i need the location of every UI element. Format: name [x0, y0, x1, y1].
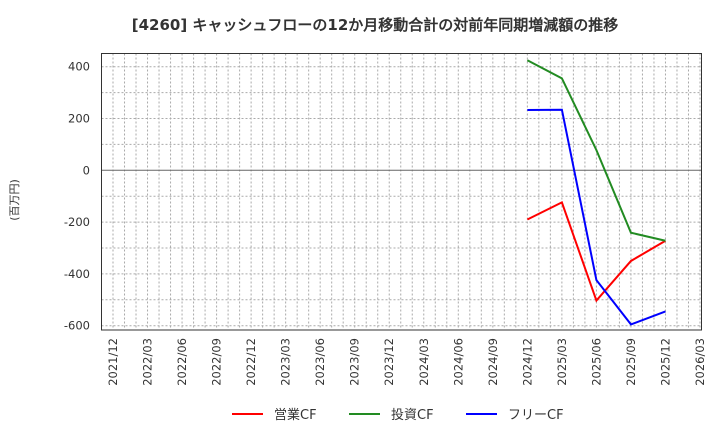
x-tick-label: 2024/09	[486, 338, 500, 386]
x-tick-label: 2025/09	[624, 338, 638, 386]
data-series	[526, 59, 666, 326]
x-tick-label: 2024/12	[520, 338, 534, 386]
legend: 営業CF 投資CF フリーCF	[232, 407, 564, 423]
x-tick-label: 2021/12	[106, 338, 120, 386]
x-tick-label: 2023/06	[313, 338, 327, 386]
legend-label: フリーCF	[508, 408, 564, 423]
y-axis-ticks: 400 200 0 -200 -400 -600	[64, 60, 90, 333]
x-tick-label: 2025/03	[555, 338, 569, 386]
legend-label: 営業CF	[274, 407, 317, 423]
x-tick-label: 2025/06	[589, 338, 603, 386]
x-tick-label: 2023/03	[279, 338, 293, 386]
grid-lines	[101, 53, 702, 330]
series-line	[527, 108, 666, 326]
x-tick-label: 2026/03	[693, 338, 707, 386]
x-tick-label: 2022/09	[210, 338, 224, 386]
x-tick-label: 2025/12	[658, 338, 672, 386]
x-axis-ticks: 2021/12 2022/03 2022/06 2022/09 2022/12 2023/…	[106, 338, 707, 386]
plot-frame	[101, 53, 702, 331]
series-line	[526, 201, 666, 303]
x-tick-label: 2022/12	[244, 338, 258, 386]
legend-label: 投資CF	[391, 407, 434, 423]
x-tick-label: 2024/06	[451, 338, 465, 386]
y-tick-label: 0	[83, 163, 90, 177]
y-axis-label: (百万円)	[8, 179, 21, 221]
y-tick-label: 200	[68, 112, 90, 126]
y-tick-label: -200	[64, 215, 90, 229]
series-line	[526, 59, 666, 242]
y-tick-label: 400	[68, 60, 90, 74]
y-tick-label: -400	[64, 267, 90, 281]
x-tick-label: 2023/12	[382, 338, 396, 386]
y-tick-label: -600	[64, 319, 90, 333]
x-tick-label: 2023/09	[348, 338, 362, 386]
x-tick-label: 2022/06	[175, 338, 189, 386]
x-tick-label: 2022/03	[141, 338, 155, 386]
chart-title: [4260] キャッシュフローの12か月移動合計の対前年同期増減額の推移	[132, 16, 619, 34]
x-tick-label: 2024/03	[417, 338, 431, 386]
